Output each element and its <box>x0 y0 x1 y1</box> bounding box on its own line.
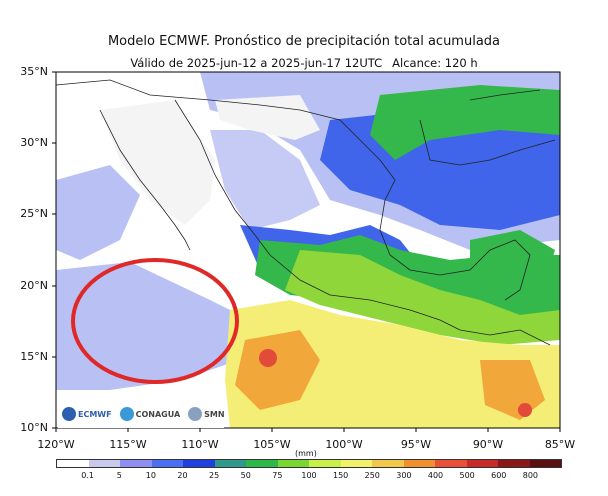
smn-icon <box>188 407 203 421</box>
colorbar-label: 300 <box>396 471 412 480</box>
colorbar-swatch <box>183 460 215 467</box>
colorbar-label: 5 <box>116 471 122 480</box>
colorbar-swatch <box>466 460 498 467</box>
ecmwf-logo: ECMWF <box>62 407 112 421</box>
colorbar-swatch <box>435 460 467 467</box>
dry-northern-mexico <box>215 95 320 140</box>
lat-label-35: 35°N <box>20 65 48 78</box>
smn-logo: SMN <box>188 407 225 421</box>
logo-strip: ECMWF CONAGUA SMN <box>58 400 225 428</box>
colorbar-swatch <box>498 460 530 467</box>
colorbar <box>56 459 562 468</box>
colorbar-label: 800 <box>522 471 539 480</box>
colorbar-label: 0.1 <box>81 471 94 480</box>
lat-label-20: 20°N <box>20 279 48 292</box>
colorbar-label: 150 <box>332 471 349 480</box>
lon-label-110: 110°W <box>181 438 219 451</box>
colorbar-label: 100 <box>301 471 317 480</box>
colorbar-swatch <box>151 460 183 467</box>
pacific-red-core <box>259 349 277 367</box>
lon-label-95: 95°W <box>400 438 432 451</box>
lat-label-25: 25°N <box>20 207 48 220</box>
light-rain-west-pacific <box>56 165 140 260</box>
lon-label-105: 105°W <box>253 438 291 451</box>
lon-label-115: 115°W <box>109 438 147 451</box>
dry-baja-region <box>100 100 215 225</box>
lon-label-120: 120°W <box>37 438 75 451</box>
highlight-circle <box>71 258 239 384</box>
light-rain-south-pacific <box>56 262 250 390</box>
lat-label-15: 15°N <box>20 350 48 363</box>
map-title: Modelo ECMWF. Pronóstico de precipitació… <box>107 34 501 49</box>
lat-label-30: 30°N <box>20 136 48 149</box>
colorbar-units: (mm) <box>295 449 317 458</box>
conagua-logo: CONAGUA <box>119 407 180 421</box>
pacific-orange-core <box>235 330 320 410</box>
light-rain-mainland <box>210 130 320 230</box>
colorbar-label: 400 <box>427 471 444 480</box>
valid-period: Válido de 2025-jun-12 a 2025-jun-17 12UT… <box>130 56 383 70</box>
lon-label-90: 90°W <box>472 438 504 451</box>
ecmwf-icon <box>62 407 76 421</box>
axis-ticks <box>52 71 561 432</box>
colorbar-swatch <box>403 460 435 467</box>
map-subtitle: Válido de 2025-jun-12 a 2025-jun-17 12UT… <box>0 56 608 70</box>
conagua-icon <box>119 407 134 421</box>
colorbar-swatch <box>277 460 309 467</box>
country-borders <box>56 79 556 346</box>
colorbar-label: 25 <box>209 471 220 480</box>
heavy-rain-texas <box>370 85 560 160</box>
colorbar-swatch <box>214 460 246 467</box>
very-heavy-rain-patches <box>285 250 560 345</box>
colorbar-label: 20 <box>177 471 188 480</box>
colorbar-swatch <box>246 460 278 467</box>
colorbar-label: 250 <box>364 471 380 480</box>
colorbar-label: 50 <box>240 471 251 480</box>
lon-label-100: 100°W <box>325 438 363 451</box>
colorbar-label: 75 <box>272 471 283 480</box>
colorbar-swatch <box>57 460 89 467</box>
lat-label-10: 10°N <box>20 421 48 434</box>
colorbar-label: 600 <box>491 471 507 480</box>
forecast-reach: Alcance: 120 h <box>392 56 478 70</box>
colorbar-swatch <box>120 460 152 467</box>
pacific-yellow-band <box>225 300 560 428</box>
heavy-rain-yucatan <box>470 230 555 305</box>
colorbar-swatch <box>529 460 561 467</box>
map-frame <box>55 71 561 429</box>
colorbar-label: 10 <box>145 471 156 480</box>
lon-label-85: 85°W <box>544 438 576 451</box>
colorbar-swatch <box>340 460 372 467</box>
colorbar-swatch <box>372 460 404 467</box>
east-red-core <box>518 403 532 417</box>
colorbar-label: 500 <box>459 471 475 480</box>
colorbar-swatch <box>309 460 341 467</box>
colorbar-swatch <box>88 460 120 467</box>
